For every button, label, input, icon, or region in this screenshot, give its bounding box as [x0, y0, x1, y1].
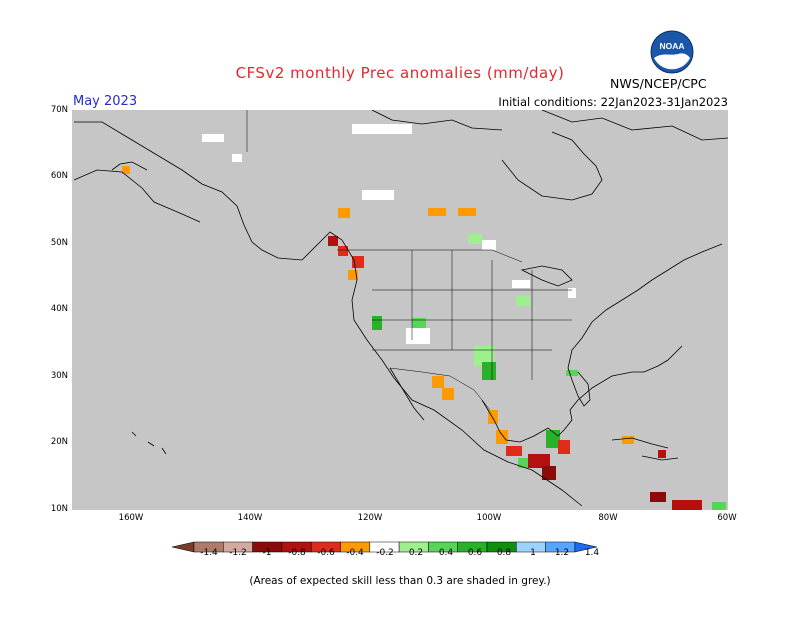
anomaly-cell: [232, 154, 242, 162]
anomaly-cell: [712, 502, 726, 510]
lat-label-10n: 10N: [50, 504, 68, 514]
anomaly-cell: [518, 458, 532, 468]
anomaly-cell: [428, 208, 446, 216]
anomaly-cell: [672, 500, 702, 510]
lat-label-60n: 60N: [50, 171, 68, 181]
anomaly-cell: [352, 124, 412, 134]
anomaly-cell: [442, 332, 460, 350]
colorbar-swatch: [172, 541, 195, 553]
anomaly-cell: [482, 240, 496, 250]
initial-conditions: Initial conditions: 22Jan2023-31Jan2023: [498, 95, 728, 109]
skill-footnote: (Areas of expected skill less than 0.3 a…: [249, 575, 551, 587]
anomaly-cell: [468, 234, 482, 244]
colorbar-label: -0.2: [376, 548, 394, 558]
colorbar-swatch: [574, 541, 597, 553]
colorbar-label: 0.6: [467, 548, 483, 558]
coastlines: [73, 110, 728, 507]
precip-anomaly-map: [72, 110, 728, 510]
lon-label-60w: 60W: [717, 513, 737, 523]
colorbar: [172, 541, 597, 553]
agency-label: NWS/NCEP/CPC: [610, 76, 707, 91]
anomaly-cell: [566, 370, 578, 376]
anomaly-cell: [348, 270, 358, 280]
colorbar-label: -0.4: [346, 548, 364, 558]
noaa-logo: NOAA: [650, 30, 694, 74]
anomaly-cell: [528, 454, 550, 468]
colorbar-label: -1.4: [200, 548, 218, 558]
forecast-period: May 2023: [73, 94, 138, 109]
anomaly-cell: [496, 430, 508, 444]
political-borders: [246, 110, 572, 411]
anomaly-cell: [412, 318, 426, 328]
anomaly-cell: [482, 362, 496, 380]
anomaly-cell: [658, 450, 666, 458]
map-background: [72, 110, 728, 510]
anomaly-cell: [122, 166, 130, 174]
anomaly-cell: [622, 436, 634, 444]
lat-label-20n: 20N: [50, 437, 68, 447]
lon-label-160w: 160W: [118, 513, 144, 523]
anomaly-cell: [512, 280, 530, 288]
colorbar-label: -1: [262, 548, 272, 558]
anomaly-cell: [506, 446, 522, 456]
colorbar-label: -0.8: [288, 548, 306, 558]
lon-label-100w: 100W: [476, 513, 502, 523]
lat-label-70n: 70N: [50, 105, 68, 115]
colorbar-label: 1: [530, 548, 536, 558]
lon-label-140w: 140W: [237, 513, 263, 523]
anomaly-cell: [372, 316, 382, 330]
anomaly-cell: [458, 208, 476, 216]
colorbar-label: 0.8: [496, 548, 512, 558]
colorbar-label: 0.4: [438, 548, 454, 558]
map-title: CFSv2 monthly Prec anomalies (mm/day): [235, 64, 565, 82]
anomaly-cell: [442, 388, 454, 400]
colorbar-label: -0.6: [317, 548, 335, 558]
anomaly-cell: [516, 296, 530, 306]
lon-label-80w: 80W: [598, 513, 618, 523]
anomaly-cell: [362, 190, 394, 200]
anomaly-cell: [338, 208, 350, 218]
anomaly-cell: [432, 376, 444, 388]
anomaly-cell: [202, 134, 224, 142]
anomaly-cell: [558, 440, 570, 454]
anomaly-cell: [352, 256, 364, 268]
colorbar-label: 1.2: [554, 548, 570, 558]
lon-label-120w: 120W: [357, 513, 383, 523]
lat-label-40n: 40N: [50, 304, 68, 314]
anomaly-cell: [474, 346, 494, 366]
anomaly-cell: [406, 328, 430, 344]
anomaly-cell: [338, 246, 348, 256]
anomaly-cell: [650, 492, 666, 502]
anomaly-cell: [568, 288, 576, 298]
anomaly-cell: [542, 466, 556, 480]
lat-label-30n: 30N: [50, 371, 68, 381]
colorbar-label: 0.2: [408, 548, 424, 558]
anomaly-cell: [488, 410, 498, 424]
anomaly-cell: [328, 236, 338, 246]
colorbar-label: -1.2: [229, 548, 247, 558]
colorbar-label: 1.4: [584, 548, 600, 558]
logo-text: NOAA: [659, 41, 684, 51]
lat-label-50n: 50N: [50, 238, 68, 248]
anomaly-cell: [546, 430, 560, 448]
